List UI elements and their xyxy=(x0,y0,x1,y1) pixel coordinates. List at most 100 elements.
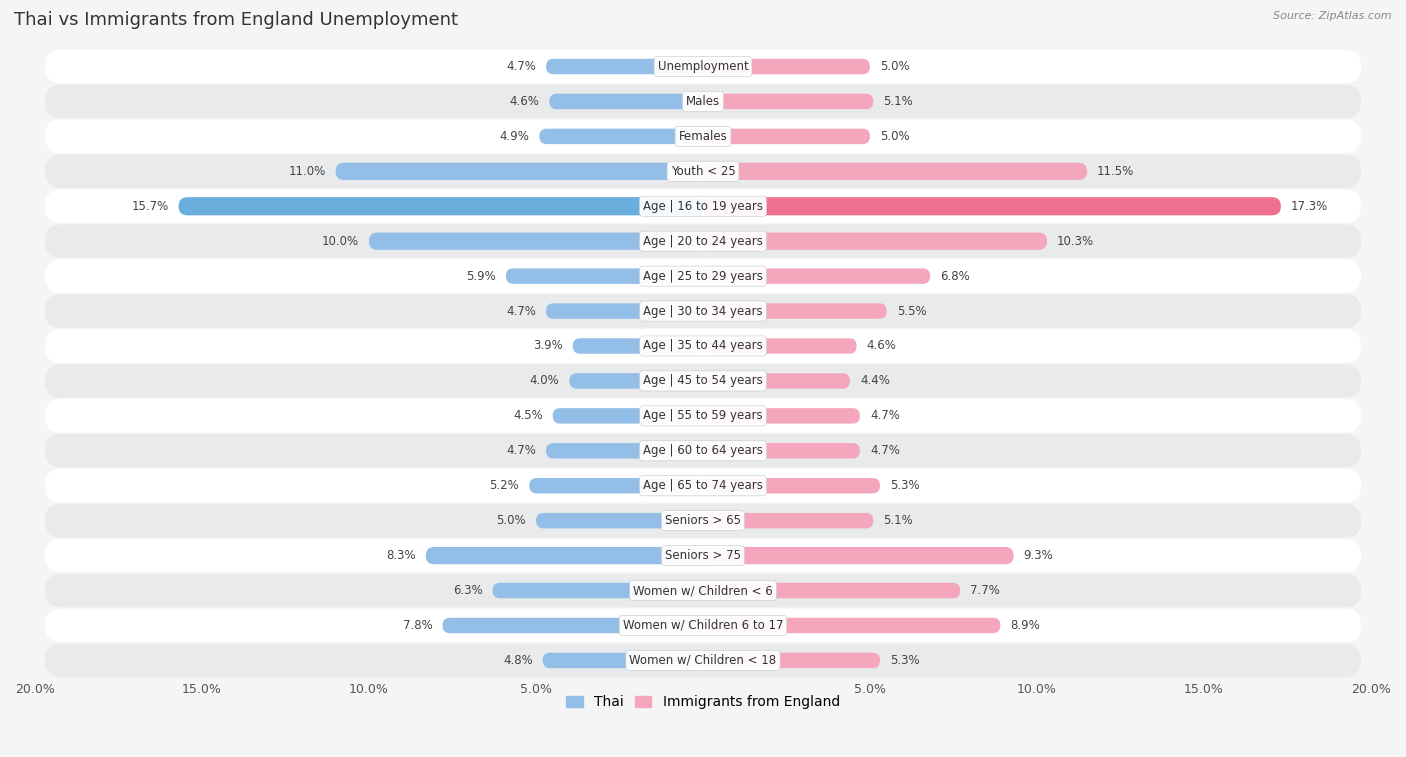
FancyBboxPatch shape xyxy=(45,294,1361,328)
FancyBboxPatch shape xyxy=(45,189,1361,223)
FancyBboxPatch shape xyxy=(569,373,703,388)
FancyBboxPatch shape xyxy=(543,653,703,668)
FancyBboxPatch shape xyxy=(703,94,873,109)
Text: 4.9%: 4.9% xyxy=(499,130,529,143)
Text: Women w/ Children 6 to 17: Women w/ Children 6 to 17 xyxy=(623,619,783,632)
Text: 4.7%: 4.7% xyxy=(506,60,536,73)
Text: Seniors > 75: Seniors > 75 xyxy=(665,549,741,562)
Text: 7.8%: 7.8% xyxy=(402,619,433,632)
FancyBboxPatch shape xyxy=(45,539,1361,572)
Text: 11.5%: 11.5% xyxy=(1097,165,1135,178)
Text: 6.8%: 6.8% xyxy=(941,269,970,282)
Text: Age | 65 to 74 years: Age | 65 to 74 years xyxy=(643,479,763,492)
Text: 4.0%: 4.0% xyxy=(530,375,560,388)
Text: Age | 30 to 34 years: Age | 30 to 34 years xyxy=(643,304,763,318)
FancyBboxPatch shape xyxy=(703,373,851,388)
Text: Age | 45 to 54 years: Age | 45 to 54 years xyxy=(643,375,763,388)
Text: 5.3%: 5.3% xyxy=(890,654,920,667)
FancyBboxPatch shape xyxy=(426,547,703,564)
FancyBboxPatch shape xyxy=(703,269,931,284)
Text: 11.0%: 11.0% xyxy=(288,165,326,178)
Text: 4.4%: 4.4% xyxy=(860,375,890,388)
FancyBboxPatch shape xyxy=(45,260,1361,293)
FancyBboxPatch shape xyxy=(45,364,1361,397)
Text: 5.0%: 5.0% xyxy=(880,60,910,73)
Text: 4.6%: 4.6% xyxy=(866,339,897,353)
FancyBboxPatch shape xyxy=(540,129,703,144)
FancyBboxPatch shape xyxy=(703,618,1000,633)
FancyBboxPatch shape xyxy=(45,643,1361,678)
FancyBboxPatch shape xyxy=(368,232,703,250)
Text: 4.7%: 4.7% xyxy=(870,410,900,422)
Text: 5.9%: 5.9% xyxy=(467,269,496,282)
FancyBboxPatch shape xyxy=(703,513,873,528)
FancyBboxPatch shape xyxy=(572,338,703,354)
Text: Age | 35 to 44 years: Age | 35 to 44 years xyxy=(643,339,763,353)
FancyBboxPatch shape xyxy=(536,513,703,528)
FancyBboxPatch shape xyxy=(179,197,703,215)
Text: 4.7%: 4.7% xyxy=(506,444,536,457)
Text: 5.3%: 5.3% xyxy=(890,479,920,492)
FancyBboxPatch shape xyxy=(45,504,1361,537)
FancyBboxPatch shape xyxy=(45,399,1361,433)
Text: Seniors > 65: Seniors > 65 xyxy=(665,514,741,527)
Text: Age | 60 to 64 years: Age | 60 to 64 years xyxy=(643,444,763,457)
FancyBboxPatch shape xyxy=(45,329,1361,363)
Legend: Thai, Immigrants from England: Thai, Immigrants from England xyxy=(561,690,845,715)
FancyBboxPatch shape xyxy=(546,59,703,74)
FancyBboxPatch shape xyxy=(45,120,1361,153)
Text: 9.3%: 9.3% xyxy=(1024,549,1053,562)
FancyBboxPatch shape xyxy=(45,85,1361,118)
Text: 5.0%: 5.0% xyxy=(880,130,910,143)
FancyBboxPatch shape xyxy=(703,304,887,319)
FancyBboxPatch shape xyxy=(443,618,703,633)
Text: Thai vs Immigrants from England Unemployment: Thai vs Immigrants from England Unemploy… xyxy=(14,11,458,30)
Text: 3.9%: 3.9% xyxy=(533,339,562,353)
FancyBboxPatch shape xyxy=(703,583,960,598)
Text: Age | 55 to 59 years: Age | 55 to 59 years xyxy=(643,410,763,422)
FancyBboxPatch shape xyxy=(529,478,703,494)
FancyBboxPatch shape xyxy=(45,224,1361,258)
FancyBboxPatch shape xyxy=(546,443,703,459)
FancyBboxPatch shape xyxy=(703,443,860,459)
FancyBboxPatch shape xyxy=(703,338,856,354)
Text: Males: Males xyxy=(686,95,720,108)
FancyBboxPatch shape xyxy=(45,154,1361,188)
Text: 8.9%: 8.9% xyxy=(1011,619,1040,632)
FancyBboxPatch shape xyxy=(703,653,880,668)
FancyBboxPatch shape xyxy=(546,304,703,319)
Text: Unemployment: Unemployment xyxy=(658,60,748,73)
Text: 7.7%: 7.7% xyxy=(970,584,1000,597)
Text: Source: ZipAtlas.com: Source: ZipAtlas.com xyxy=(1274,11,1392,21)
Text: 10.0%: 10.0% xyxy=(322,235,359,248)
FancyBboxPatch shape xyxy=(703,197,1281,215)
Text: 5.1%: 5.1% xyxy=(883,95,912,108)
Text: 10.3%: 10.3% xyxy=(1057,235,1094,248)
Text: 15.7%: 15.7% xyxy=(131,200,169,213)
Text: 4.6%: 4.6% xyxy=(509,95,540,108)
Text: 8.3%: 8.3% xyxy=(387,549,416,562)
Text: Women w/ Children < 18: Women w/ Children < 18 xyxy=(630,654,776,667)
Text: 17.3%: 17.3% xyxy=(1291,200,1329,213)
Text: Youth < 25: Youth < 25 xyxy=(671,165,735,178)
Text: 4.5%: 4.5% xyxy=(513,410,543,422)
FancyBboxPatch shape xyxy=(553,408,703,424)
Text: Women w/ Children < 6: Women w/ Children < 6 xyxy=(633,584,773,597)
Text: 4.7%: 4.7% xyxy=(506,304,536,318)
Text: 4.8%: 4.8% xyxy=(503,654,533,667)
Text: Age | 16 to 19 years: Age | 16 to 19 years xyxy=(643,200,763,213)
FancyBboxPatch shape xyxy=(45,574,1361,607)
FancyBboxPatch shape xyxy=(550,94,703,109)
FancyBboxPatch shape xyxy=(506,269,703,284)
Text: 4.7%: 4.7% xyxy=(870,444,900,457)
FancyBboxPatch shape xyxy=(703,408,860,424)
FancyBboxPatch shape xyxy=(336,163,703,180)
FancyBboxPatch shape xyxy=(45,469,1361,503)
Text: 6.3%: 6.3% xyxy=(453,584,482,597)
Text: 5.1%: 5.1% xyxy=(883,514,912,527)
FancyBboxPatch shape xyxy=(703,163,1087,180)
Text: 5.2%: 5.2% xyxy=(489,479,519,492)
FancyBboxPatch shape xyxy=(703,478,880,494)
FancyBboxPatch shape xyxy=(45,50,1361,83)
FancyBboxPatch shape xyxy=(703,547,1014,564)
